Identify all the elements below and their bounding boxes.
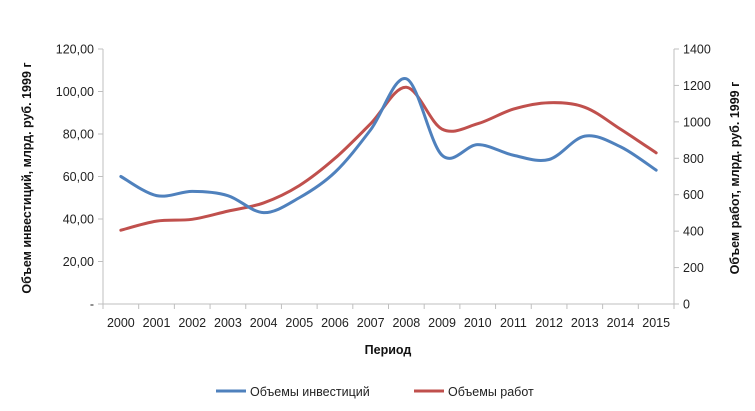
left-tick-label: 120,00 bbox=[56, 43, 94, 57]
right-axis-ticks: 0 200 400 600 800 1000 1200 1400 bbox=[674, 43, 711, 312]
right-tick-label: 1400 bbox=[683, 43, 711, 57]
left-tick-label: 80,00 bbox=[63, 128, 94, 142]
left-tick-label: - bbox=[90, 298, 94, 312]
x-tick-label: 2009 bbox=[428, 316, 456, 330]
right-tick-label: 1200 bbox=[683, 79, 711, 93]
right-tick-label: 800 bbox=[683, 152, 704, 166]
x-tick-label: 2003 bbox=[214, 316, 242, 330]
series-line-investments bbox=[119, 77, 658, 215]
right-tick-label: 600 bbox=[683, 188, 704, 202]
right-tick-label: 1000 bbox=[683, 115, 711, 129]
left-tick-label: 100,00 bbox=[56, 85, 94, 99]
right-axis-title: Объем работ, млрд. руб. 1999 г bbox=[728, 82, 742, 275]
left-tick-label: 40,00 bbox=[63, 213, 94, 227]
x-tick-label: 2008 bbox=[392, 316, 420, 330]
x-axis-ticks: 2000 2001 2002 2003 2004 2005 2006 2007 2008 2009… bbox=[102, 304, 675, 330]
x-tick-label: 2013 bbox=[571, 316, 599, 330]
right-tick-label: 200 bbox=[683, 261, 704, 275]
x-tick-label: 2006 bbox=[321, 316, 349, 330]
x-tick-label: 2015 bbox=[642, 316, 670, 330]
series-line-works bbox=[119, 85, 658, 232]
x-tick-label: 2011 bbox=[500, 316, 527, 330]
x-tick-label: 2004 bbox=[250, 316, 278, 330]
legend: Объемы инвестиций Объемы работ bbox=[216, 385, 534, 399]
left-tick-label: 20,00 bbox=[63, 255, 94, 269]
x-tick-label: 2000 bbox=[107, 316, 135, 330]
left-axis-ticks: - 20,00 40,00 60,00 80,00 100,00 120,00 bbox=[56, 43, 103, 312]
legend-label-investments: Объемы инвестиций bbox=[250, 385, 370, 399]
x-tick-label: 2002 bbox=[178, 316, 206, 330]
x-tick-label: 2014 bbox=[607, 316, 635, 330]
left-axis-title: Объем инвестиций, млрд. руб. 1999 г bbox=[20, 62, 34, 293]
series-lines bbox=[119, 77, 658, 232]
right-tick-label: 0 bbox=[683, 298, 690, 312]
legend-label-works: Объемы работ bbox=[448, 385, 534, 399]
x-tick-label: 2001 bbox=[143, 316, 171, 330]
x-tick-label: 2012 bbox=[535, 316, 563, 330]
left-tick-label: 60,00 bbox=[63, 170, 94, 184]
axes bbox=[102, 49, 675, 305]
x-tick-label: 2005 bbox=[285, 316, 313, 330]
x-tick-label: 2010 bbox=[464, 316, 492, 330]
right-tick-label: 400 bbox=[683, 225, 704, 239]
x-axis-title: Период bbox=[365, 343, 412, 357]
x-tick-label: 2007 bbox=[357, 316, 385, 330]
